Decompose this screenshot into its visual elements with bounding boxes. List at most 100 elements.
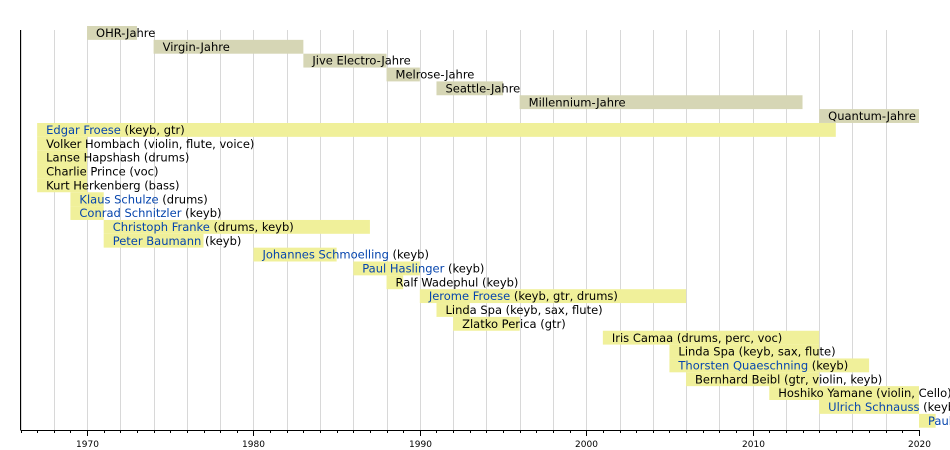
member-label: Kurt Herkenberg (bass) bbox=[46, 178, 179, 192]
member-label: Ulrich Schnauss (keyb) bbox=[828, 400, 950, 414]
tick-label: 2010 bbox=[742, 440, 765, 450]
member-bar bbox=[819, 400, 919, 414]
member-name-link[interactable]: Thorsten Quaeschning bbox=[677, 358, 808, 372]
tick-label: 1990 bbox=[409, 440, 432, 450]
member-name: Hoshiko Yamane (violin, Cello) bbox=[778, 386, 950, 400]
member-label: Klaus Schulze (drums) bbox=[79, 192, 207, 206]
era-bar bbox=[519, 95, 803, 110]
member-name-link[interactable]: Edgar Froese bbox=[46, 123, 121, 137]
member-role: (keyb, gtr, drums) bbox=[510, 289, 618, 303]
member-label: Ralf Wadephul (keyb) bbox=[396, 275, 519, 289]
member-label: Lanse Hapshash (drums) bbox=[46, 151, 189, 165]
member-name-link[interactable]: Paul Haslinger bbox=[362, 262, 444, 276]
member-bar bbox=[37, 164, 88, 179]
member-bar bbox=[103, 219, 370, 234]
member-label: Hoshiko Yamane (violin, Cello) bbox=[778, 386, 950, 400]
x-axis: 1970 1980 1990 2000 2010 2020 bbox=[20, 30, 931, 450]
member-bar bbox=[419, 289, 687, 304]
member-role: (drums, keyb) bbox=[210, 220, 294, 234]
member-label: Conrad Schnitzler (keyb) bbox=[79, 206, 221, 220]
era-bar bbox=[819, 109, 919, 123]
era-bar bbox=[303, 53, 387, 68]
member-label: Jerome Froese (keyb, gtr, drums) bbox=[428, 289, 618, 303]
member-label: Iris Camaa (drums, perc, voc) bbox=[612, 331, 782, 345]
member-name: Zlatko Perica (gtr) bbox=[462, 317, 566, 331]
member-bar bbox=[436, 303, 470, 317]
member-name: Charlie Prince (voc) bbox=[46, 165, 158, 179]
member-name-link[interactable]: Johannes Schmoelling bbox=[261, 248, 388, 262]
member-bar bbox=[37, 123, 836, 137]
member-label: Paul Haslinger (keyb) bbox=[362, 262, 484, 276]
member-label: Zlatko Perica (gtr) bbox=[462, 317, 566, 331]
member-bar bbox=[353, 261, 420, 276]
member-label: Christoph Franke (drums, keyb) bbox=[113, 220, 294, 234]
member-bar bbox=[686, 372, 820, 387]
member-name-link[interactable]: Peter Baumann bbox=[113, 234, 202, 248]
era-bar bbox=[436, 81, 504, 96]
member-bar bbox=[37, 150, 88, 165]
era-bar bbox=[87, 26, 137, 40]
member-bar bbox=[70, 206, 104, 220]
member-label: Charlie Prince (voc) bbox=[46, 165, 158, 179]
era-bar bbox=[153, 39, 304, 54]
member-label: Bernhard Beibl (gtr, violin, keyb) bbox=[695, 372, 882, 386]
member-bar bbox=[769, 386, 919, 400]
member-label: Johannes Schmoelling (keyb) bbox=[261, 248, 429, 262]
member-name: Kurt Herkenberg (bass) bbox=[46, 178, 179, 192]
tick-label: 1970 bbox=[76, 440, 99, 450]
member-label: Edgar Froese (keyb, gtr) bbox=[46, 123, 185, 137]
member-name-link[interactable]: Paul bbox=[928, 414, 950, 428]
member-name-link[interactable]: Christoph Franke bbox=[113, 220, 210, 234]
member-name: Bernhard Beibl (gtr, violin, keyb) bbox=[695, 372, 882, 386]
member-role: (drums) bbox=[159, 192, 208, 206]
member-label: Linda Spa (keyb, sax, flute) bbox=[678, 345, 835, 359]
member-bar bbox=[386, 275, 404, 290]
era-label: Melrose-Jahre bbox=[396, 68, 475, 82]
member-label: Peter Baumann (keyb) bbox=[113, 234, 242, 248]
member-name: Volker Hombach (violin, flute, voice) bbox=[46, 137, 254, 151]
era-label: Virgin-Jahre bbox=[163, 40, 230, 54]
member-role: (keyb) bbox=[181, 206, 221, 220]
era-label: Quantum-Jahre bbox=[828, 109, 916, 123]
member-role: (keyb) bbox=[919, 400, 950, 414]
tick-label: 2020 bbox=[908, 440, 931, 450]
era-label: Millennium-Jahre bbox=[529, 95, 626, 109]
member-bar bbox=[919, 413, 936, 428]
era-bar bbox=[386, 67, 420, 82]
member-label: Thorsten Quaeschning (keyb) bbox=[677, 358, 848, 372]
member-bar bbox=[602, 330, 820, 345]
tick-label: 1980 bbox=[242, 440, 265, 450]
member-name: Linda Spa (keyb, sax, flute) bbox=[678, 345, 835, 359]
member-bar bbox=[103, 233, 204, 248]
member-bar bbox=[253, 247, 337, 262]
member-name: Lanse Hapshash (drums) bbox=[46, 151, 189, 165]
member-role: (keyb) bbox=[389, 248, 429, 262]
member-bar bbox=[37, 136, 88, 151]
member-name: Ralf Wadephul (keyb) bbox=[396, 275, 519, 289]
member-name-link[interactable]: Conrad Schnitzler bbox=[79, 206, 181, 220]
member-name: Iris Camaa (drums, perc, voc) bbox=[612, 331, 782, 345]
member-role: (keyb, gtr) bbox=[121, 123, 185, 137]
member-role: (keyb) bbox=[201, 234, 241, 248]
member-bar bbox=[669, 358, 870, 373]
member-bar bbox=[70, 192, 104, 207]
era-label: Seattle-Jahre bbox=[445, 81, 520, 95]
member-bars: Edgar Froese (keyb, gtr)Volker Hombach (… bbox=[37, 123, 950, 428]
member-name-link[interactable]: Jerome Froese bbox=[428, 289, 510, 303]
era-label: Jive Electro-Jahre bbox=[311, 54, 410, 68]
member-role: (keyb) bbox=[808, 358, 848, 372]
member-bar bbox=[37, 178, 88, 193]
member-label: Paul bbox=[928, 414, 950, 428]
member-bar bbox=[453, 316, 520, 331]
member-name: Linda Spa (keyb, sax, flute) bbox=[445, 303, 602, 317]
member-role: (keyb) bbox=[444, 262, 484, 276]
era-label: OHR-Jahre bbox=[96, 26, 155, 40]
member-name-link[interactable]: Ulrich Schnauss bbox=[828, 400, 919, 414]
tick-label: 2000 bbox=[575, 440, 598, 450]
member-label: Linda Spa (keyb, sax, flute) bbox=[445, 303, 602, 317]
member-label: Volker Hombach (violin, flute, voice) bbox=[46, 137, 254, 151]
member-bar bbox=[669, 344, 820, 359]
member-name-link[interactable]: Klaus Schulze bbox=[79, 192, 158, 206]
